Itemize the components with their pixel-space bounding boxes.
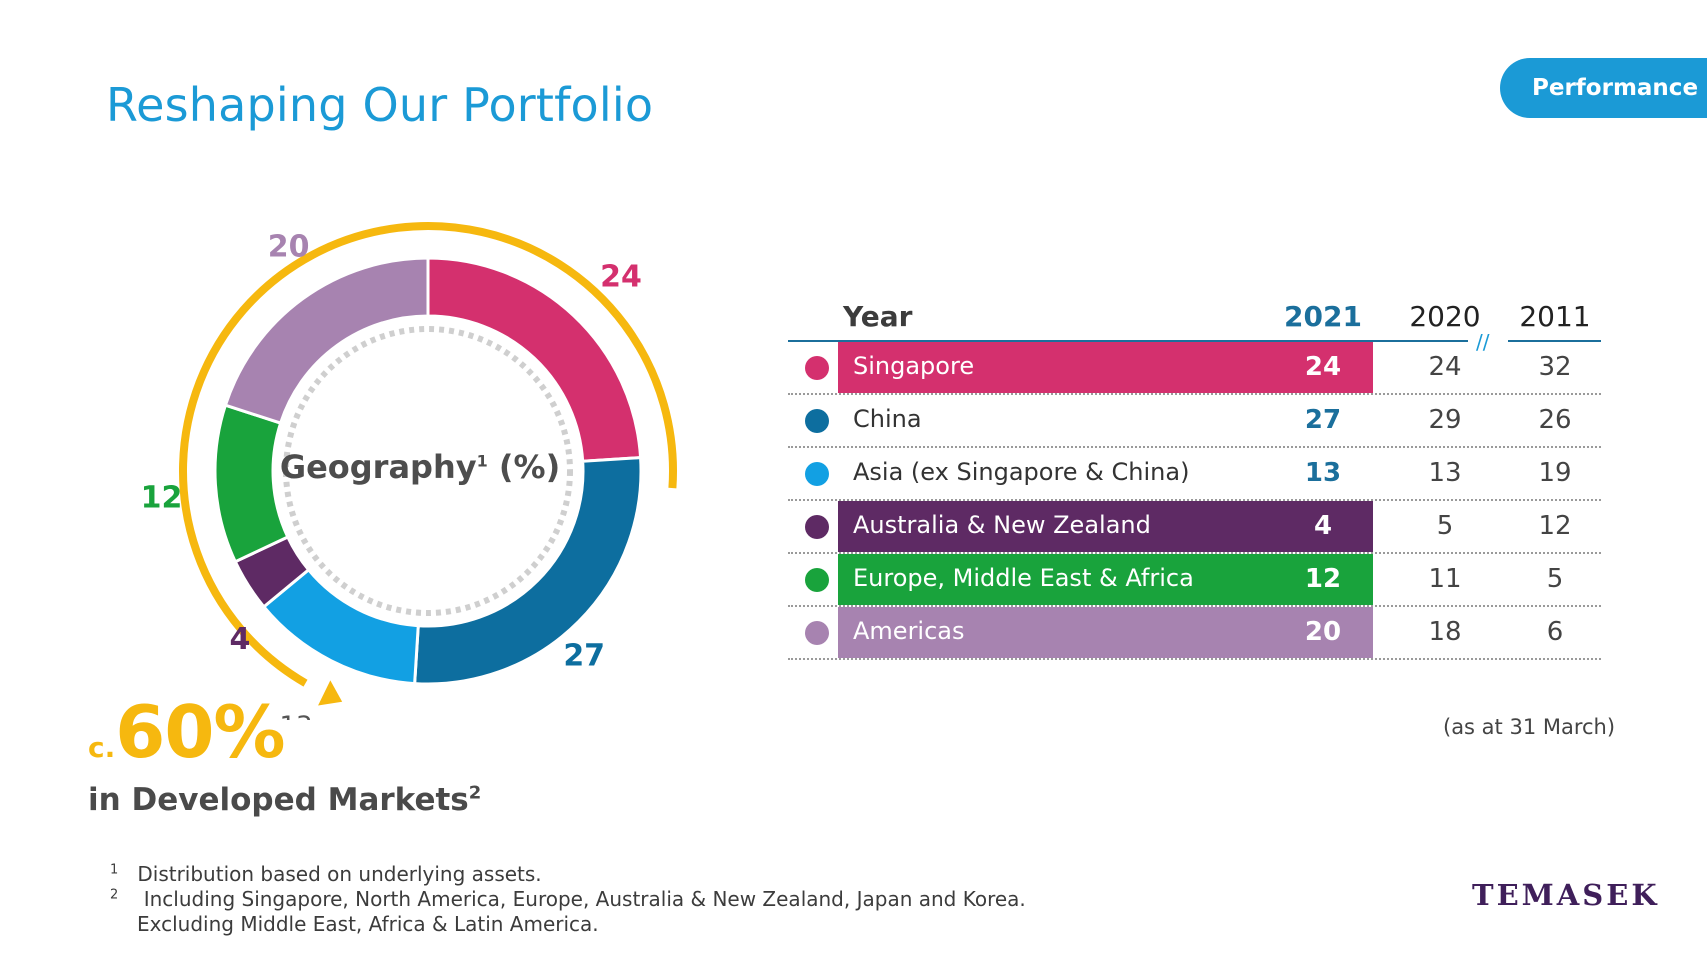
row-highlight-bar — [838, 501, 1373, 552]
callout-value: 60% — [115, 690, 285, 774]
legend-dot — [805, 515, 829, 539]
geography-donut-chart: 24 27 13 4 12 20 — [141, 222, 677, 721]
footnote-text: Excluding Middle East, Africa & Latin Am… — [137, 912, 599, 936]
inner-dashed-ring — [283, 326, 573, 616]
header-rule-2011 — [1508, 340, 1601, 342]
value-2011: 12 — [1538, 511, 1572, 541]
row-highlight-bar — [838, 554, 1373, 605]
table-row: Singapore 24 24 32 — [788, 342, 1601, 395]
value-2021: 4 — [1313, 511, 1333, 541]
header-2011: 2011 — [1519, 300, 1591, 333]
region-name: Asia (ex Singapore & China) — [853, 458, 1190, 486]
region-name: Singapore — [853, 352, 975, 380]
value-2020: 18 — [1428, 617, 1462, 647]
region-name: Australia & New Zealand — [853, 511, 1151, 539]
region-name: China — [853, 405, 922, 433]
center-label-footnote: 1 — [476, 451, 488, 471]
legend-dot — [805, 356, 829, 380]
table-row: Asia (ex Singapore & China) 13 13 19 — [788, 448, 1601, 501]
axis-break-mark: // — [1476, 330, 1490, 354]
row-highlight-bar — [838, 342, 1373, 393]
footnote-2: 2 Including Singapore, North America, Eu… — [110, 887, 1026, 911]
table-row: Americas 20 18 6 — [788, 607, 1601, 660]
table-row: Europe, Middle East & Africa 12 11 5 — [788, 554, 1601, 607]
developed-markets-callout: c.60% — [88, 690, 286, 774]
legend-dot — [805, 568, 829, 592]
table-row: China 27 29 26 — [788, 395, 1601, 448]
value-2020: 13 — [1428, 458, 1462, 488]
donut-center-label: Geography1 (%) — [270, 448, 570, 486]
value-2011: 19 — [1538, 458, 1572, 488]
donut-value-label: 24 — [600, 259, 642, 294]
value-2020: 24 — [1428, 352, 1462, 382]
value-2021: 20 — [1304, 617, 1342, 647]
callout-label: in Developed Markets — [88, 782, 469, 818]
region-name: Europe, Middle East & Africa — [853, 564, 1194, 592]
legend-dot — [805, 621, 829, 645]
center-label-unit: (%) — [498, 448, 561, 486]
donut-value-label: 12 — [141, 481, 183, 516]
value-2011: 5 — [1546, 564, 1564, 594]
developed-markets-arrowhead — [318, 680, 343, 706]
footnote-text: Distribution based on underlying assets. — [137, 862, 542, 886]
value-2011: 26 — [1538, 405, 1572, 435]
performance-tab[interactable]: Performance — [1500, 58, 1707, 118]
developed-markets-label: in Developed Markets2 — [88, 782, 481, 818]
value-2021: 24 — [1304, 352, 1342, 382]
donut-slice — [223, 256, 430, 425]
developed-markets-arc — [179, 222, 677, 687]
donut-value-label: 13 — [279, 712, 312, 721]
temasek-logo: TEMASEK — [1472, 878, 1660, 912]
table-row: Australia & New Zealand 4 5 12 — [788, 501, 1601, 554]
header-year: Year — [843, 300, 913, 333]
value-2021: 12 — [1304, 564, 1342, 594]
region-name: Americas — [853, 617, 965, 645]
center-label-text: Geography — [279, 448, 477, 486]
value-2020: 5 — [1436, 511, 1454, 541]
legend-dot — [805, 462, 829, 486]
value-2011: 32 — [1538, 352, 1572, 382]
footnote-text: Including Singapore, North America, Euro… — [143, 887, 1026, 911]
value-2020: 29 — [1428, 405, 1462, 435]
value-2021: 13 — [1304, 458, 1342, 488]
value-2011: 6 — [1546, 617, 1564, 647]
footnote-number: 1 — [110, 862, 119, 878]
donut-value-label: 20 — [268, 229, 310, 264]
footnote-number: 2 — [110, 887, 119, 903]
footnote-1: 1 Distribution based on underlying asset… — [110, 862, 542, 886]
row-highlight-bar — [838, 607, 1373, 658]
header-2021: 2021 — [1284, 300, 1362, 333]
value-2021: 27 — [1304, 405, 1342, 435]
donut-value-label: 27 — [563, 639, 605, 674]
legend-dot — [805, 409, 829, 433]
as-at-note: (as at 31 March) — [1443, 715, 1616, 739]
header-rule — [788, 340, 1468, 342]
callout-prefix: c. — [88, 731, 116, 764]
footnote-2-continued: Excluding Middle East, Africa & Latin Am… — [137, 912, 599, 936]
value-2020: 11 — [1428, 564, 1462, 594]
callout-footnote: 2 — [468, 782, 482, 804]
header-2020: 2020 — [1409, 300, 1481, 333]
page-title: Reshaping Our Portfolio — [106, 78, 654, 132]
donut-value-label: 4 — [230, 622, 251, 657]
